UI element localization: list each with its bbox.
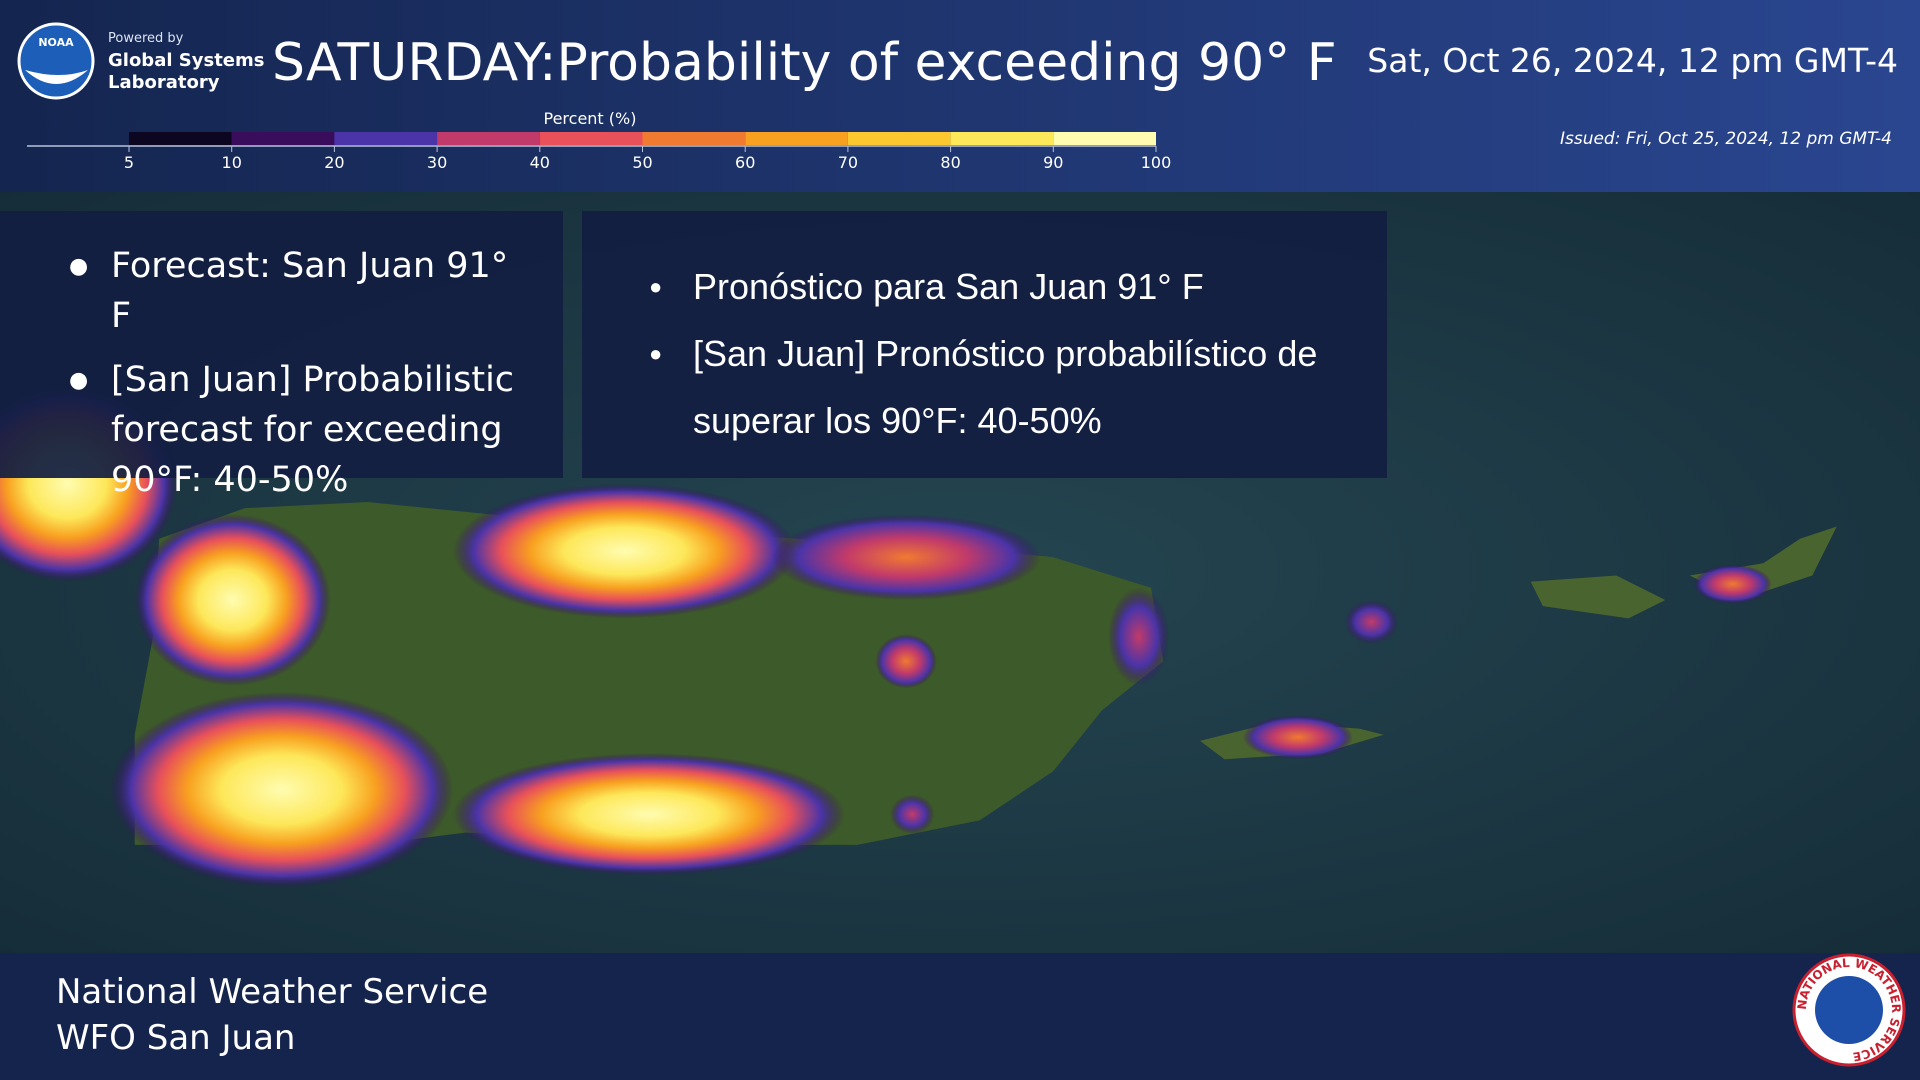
heat-area xyxy=(890,794,935,834)
colorbar-bin xyxy=(334,132,438,145)
colorbar-tick-label: 10 xyxy=(222,153,242,172)
footer-text: WFO San Juan xyxy=(56,1018,296,1058)
colorbar-tick-label: 70 xyxy=(838,153,858,172)
bullet: Forecast: San Juan 91° F xyxy=(69,241,523,341)
issued-time: Issued: Fri, Oct 25, 2024, 12 pm GMT-4 xyxy=(1560,129,1892,149)
colorbar-tick-label: 40 xyxy=(530,153,550,172)
heat-area xyxy=(453,483,796,619)
heat-area xyxy=(1242,715,1354,760)
colorbar-tick-label: 100 xyxy=(1141,153,1172,172)
title: SATURDAY:Probability of exceeding 90° F xyxy=(272,33,1337,93)
colorbar-label: Percent (%) xyxy=(544,109,637,128)
colorbar-tick-label: 80 xyxy=(940,153,960,172)
colorbar-bin xyxy=(231,132,335,145)
powered-by: Powered by xyxy=(108,31,184,46)
island xyxy=(1530,575,1666,619)
colorbar-tick-label: 60 xyxy=(735,153,755,172)
colorbar-bin xyxy=(129,132,232,145)
colorbar-bin xyxy=(950,132,1054,145)
bullet: Pronóstico para San Juan 91° F xyxy=(649,253,1367,320)
footer-text: National Weather Service xyxy=(56,972,489,1012)
heat-area xyxy=(1108,587,1170,686)
colorbar-tick-label: 5 xyxy=(124,153,134,172)
colorbar-bin xyxy=(847,132,951,145)
colorbar-tick-label: 50 xyxy=(632,153,652,172)
colorbar-tick-label: 90 xyxy=(1043,153,1063,172)
colorbar: 5 10 20 30 40 50 60 70 80 90 100 xyxy=(124,132,1171,172)
colorbar-bin xyxy=(642,132,746,145)
lab-name: Laboratory xyxy=(108,72,220,93)
colorbar-tick-label: 20 xyxy=(324,153,344,172)
bullet: [San Juan] Pronóstico probabilístico de … xyxy=(649,320,1367,454)
noaa-logo xyxy=(17,22,95,100)
heat-area xyxy=(875,634,937,689)
spanish-box: Pronóstico para San Juan 91° F[San Juan]… xyxy=(582,211,1387,478)
heat-area xyxy=(110,691,454,888)
english-box: Forecast: San Juan 91° F[San Juan] Proba… xyxy=(0,211,563,500)
lab-name: Global Systems xyxy=(108,50,264,71)
heat-area xyxy=(771,514,1041,601)
heat-area xyxy=(1693,564,1772,604)
footer xyxy=(0,953,1920,1080)
noaa-logo-wave xyxy=(25,70,88,84)
nws-logo-center xyxy=(1815,976,1883,1044)
colorbar-tick-label: 30 xyxy=(427,153,447,172)
colorbar-bin xyxy=(745,132,848,145)
colorbar-bin xyxy=(539,132,643,145)
colorbar-bin xyxy=(1053,132,1156,145)
heat-area xyxy=(453,753,845,876)
heat-area xyxy=(1344,600,1399,645)
bullet: [San Juan] Probabilistic forecast for ex… xyxy=(69,355,523,505)
valid-time: Sat, Oct 26, 2024, 12 pm GMT-4 xyxy=(1367,41,1898,80)
header xyxy=(0,0,1920,192)
heat-area xyxy=(134,514,331,686)
colorbar-bin xyxy=(437,132,540,145)
noaa-logo-text: NOAA xyxy=(38,36,74,49)
